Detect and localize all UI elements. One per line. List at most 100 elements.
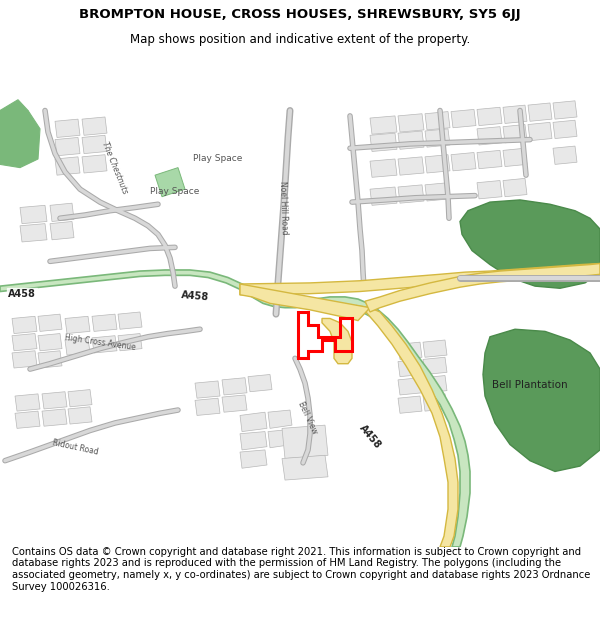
Polygon shape [460, 200, 600, 288]
Polygon shape [268, 429, 292, 448]
Polygon shape [55, 119, 80, 138]
Polygon shape [423, 340, 447, 357]
Polygon shape [248, 374, 272, 392]
Polygon shape [155, 168, 185, 197]
Polygon shape [68, 389, 92, 407]
Polygon shape [322, 319, 352, 364]
Polygon shape [12, 316, 37, 334]
Polygon shape [222, 395, 247, 412]
Polygon shape [370, 187, 397, 206]
Polygon shape [503, 148, 527, 166]
Polygon shape [477, 181, 502, 199]
Text: A458: A458 [8, 289, 36, 299]
Polygon shape [483, 329, 600, 471]
Polygon shape [503, 124, 527, 143]
Text: Ridout Road: Ridout Road [51, 439, 99, 457]
Polygon shape [50, 221, 74, 240]
Text: A458: A458 [181, 289, 209, 302]
Polygon shape [0, 270, 470, 547]
Polygon shape [118, 334, 142, 351]
Polygon shape [20, 224, 47, 242]
Polygon shape [0, 111, 40, 168]
Text: Bell View: Bell View [296, 400, 319, 435]
Polygon shape [65, 338, 90, 355]
Polygon shape [268, 410, 292, 428]
Polygon shape [425, 112, 450, 130]
Polygon shape [240, 450, 267, 468]
Polygon shape [425, 129, 450, 147]
Polygon shape [398, 396, 422, 413]
Polygon shape [423, 376, 447, 392]
Polygon shape [356, 306, 458, 547]
Polygon shape [38, 351, 62, 368]
Polygon shape [240, 264, 600, 295]
Polygon shape [282, 425, 328, 459]
Text: Noel Hill Road: Noel Hill Road [278, 181, 289, 234]
Polygon shape [68, 407, 92, 424]
Polygon shape [451, 109, 476, 128]
Text: The Chestnuts: The Chestnuts [100, 140, 130, 195]
Polygon shape [425, 182, 450, 201]
Polygon shape [365, 264, 600, 312]
Polygon shape [370, 116, 397, 134]
Polygon shape [240, 412, 267, 432]
Text: Bell Plantation: Bell Plantation [492, 380, 568, 390]
Text: A458: A458 [357, 423, 383, 451]
Polygon shape [398, 185, 424, 203]
Text: BROMPTON HOUSE, CROSS HOUSES, SHREWSBURY, SY5 6JJ: BROMPTON HOUSE, CROSS HOUSES, SHREWSBURY… [79, 8, 521, 21]
Polygon shape [222, 378, 247, 395]
Polygon shape [55, 157, 80, 175]
Polygon shape [92, 336, 117, 353]
Text: Map shows position and indicative extent of the property.: Map shows position and indicative extent… [130, 34, 470, 46]
Polygon shape [553, 120, 577, 139]
Polygon shape [15, 394, 40, 411]
Polygon shape [42, 409, 67, 426]
Polygon shape [528, 122, 552, 141]
Polygon shape [528, 103, 552, 121]
Text: Contains OS data © Crown copyright and database right 2021. This information is : Contains OS data © Crown copyright and d… [12, 547, 590, 592]
Polygon shape [423, 357, 447, 374]
Polygon shape [65, 316, 90, 334]
Polygon shape [55, 138, 80, 156]
Text: High Cross Avenue: High Cross Avenue [64, 332, 136, 352]
Polygon shape [20, 206, 47, 224]
Polygon shape [398, 157, 424, 175]
Polygon shape [425, 154, 450, 173]
Polygon shape [503, 178, 527, 197]
Polygon shape [42, 392, 67, 409]
Text: Play Space: Play Space [193, 154, 242, 164]
Polygon shape [398, 114, 424, 132]
Polygon shape [118, 312, 142, 329]
Polygon shape [82, 117, 107, 135]
Polygon shape [553, 146, 577, 164]
Polygon shape [282, 455, 328, 480]
Polygon shape [38, 334, 62, 351]
Polygon shape [370, 133, 397, 151]
Polygon shape [0, 100, 28, 121]
Polygon shape [240, 284, 370, 321]
Polygon shape [195, 398, 220, 416]
Polygon shape [398, 359, 422, 377]
Polygon shape [92, 314, 117, 331]
Polygon shape [398, 342, 422, 359]
Polygon shape [370, 159, 397, 177]
Polygon shape [240, 432, 267, 450]
Polygon shape [477, 127, 502, 145]
Polygon shape [12, 351, 37, 368]
Polygon shape [503, 105, 527, 124]
Polygon shape [38, 314, 62, 331]
Polygon shape [15, 411, 40, 428]
Polygon shape [451, 152, 476, 171]
Polygon shape [12, 334, 37, 351]
Polygon shape [82, 154, 107, 173]
Polygon shape [477, 151, 502, 169]
Polygon shape [50, 203, 74, 221]
Polygon shape [553, 101, 577, 119]
Polygon shape [423, 394, 447, 411]
Polygon shape [398, 131, 424, 149]
Text: Play Space: Play Space [151, 187, 200, 196]
Polygon shape [477, 107, 502, 126]
Polygon shape [82, 135, 107, 154]
Polygon shape [398, 378, 422, 395]
Polygon shape [195, 381, 220, 398]
